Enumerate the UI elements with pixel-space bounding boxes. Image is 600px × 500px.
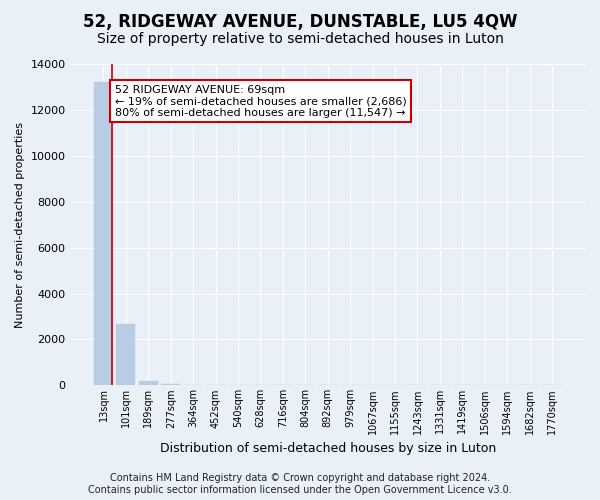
Bar: [94, 82, 113, 386]
Y-axis label: Number of semi-detached properties: Number of semi-detached properties: [15, 122, 25, 328]
Text: Size of property relative to semi-detached houses in Luton: Size of property relative to semi-detach…: [97, 32, 503, 46]
Text: Contains HM Land Registry data © Crown copyright and database right 2024.
Contai: Contains HM Land Registry data © Crown c…: [88, 474, 512, 495]
Bar: [139, 382, 158, 386]
Bar: [161, 384, 180, 386]
Text: 52, RIDGEWAY AVENUE, DUNSTABLE, LU5 4QW: 52, RIDGEWAY AVENUE, DUNSTABLE, LU5 4QW: [83, 12, 517, 30]
Bar: [116, 324, 136, 386]
X-axis label: Distribution of semi-detached houses by size in Luton: Distribution of semi-detached houses by …: [160, 442, 496, 455]
Text: 52 RIDGEWAY AVENUE: 69sqm
← 19% of semi-detached houses are smaller (2,686)
80% : 52 RIDGEWAY AVENUE: 69sqm ← 19% of semi-…: [115, 84, 406, 118]
